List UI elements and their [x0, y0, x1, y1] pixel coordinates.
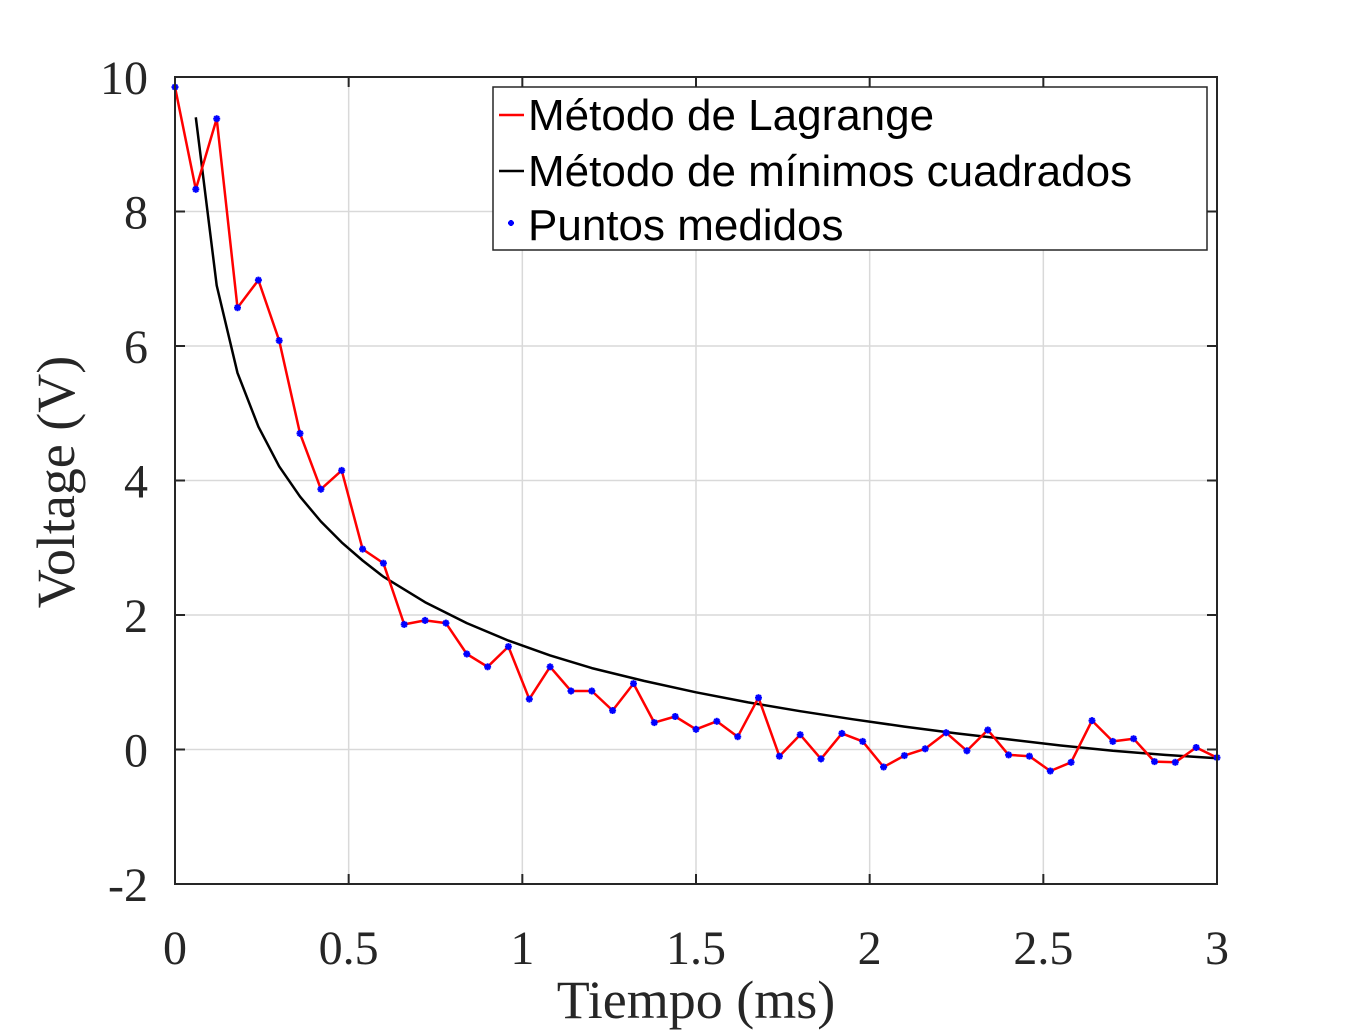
legend-swatch-points	[508, 220, 514, 226]
measured-point	[192, 185, 200, 193]
measured-point	[1046, 767, 1054, 775]
ticks	[174, 76, 1218, 885]
legend: Método de Lagrange Método de mínimos cua…	[492, 86, 1208, 251]
measured-point	[254, 276, 262, 284]
measured-point	[1067, 758, 1075, 766]
measured-point	[525, 695, 533, 703]
legend-label-lagrange: Método de Lagrange	[528, 91, 934, 140]
measured-point	[484, 663, 492, 671]
measured-point	[1192, 744, 1200, 751]
measured-point	[379, 559, 387, 567]
measured-point	[400, 620, 408, 628]
measured-point	[1025, 752, 1033, 760]
y-tick-label: 2	[124, 590, 148, 643]
measured-point	[234, 304, 241, 312]
measured-point	[296, 429, 304, 437]
measured-point	[796, 731, 804, 739]
y-axis-label: Voltage (V)	[26, 356, 86, 608]
legend-label-least-squares: Método de mínimos cuadrados	[528, 147, 1132, 196]
measured-point	[317, 485, 325, 493]
series-layer	[171, 83, 1221, 775]
measured-point	[213, 115, 221, 123]
y-tick-label: 6	[124, 321, 148, 374]
measured-point	[1151, 758, 1158, 766]
x-tick-label: 0	[163, 922, 187, 975]
measured-point	[359, 545, 367, 553]
measured-point	[630, 680, 637, 688]
measured-point	[713, 717, 721, 725]
measured-point	[755, 694, 762, 702]
measured-point	[338, 466, 346, 474]
measured-point	[504, 643, 512, 651]
measured-point	[859, 737, 867, 745]
measured-point	[734, 733, 742, 741]
measured-point	[880, 763, 888, 771]
x-tick-label: 0.5	[319, 922, 379, 975]
x-tick-label: 3	[1205, 922, 1229, 975]
legend-label-points: Puntos medidos	[528, 201, 844, 250]
measured-point	[1171, 758, 1179, 766]
measured-point	[463, 650, 471, 658]
measured-point	[900, 752, 908, 760]
y-tick-label: 0	[124, 725, 148, 778]
measured-point	[942, 729, 950, 737]
measured-point	[921, 745, 929, 753]
measured-point	[567, 687, 575, 695]
measured-point	[817, 755, 825, 763]
measured-point	[671, 713, 679, 720]
x-tick-label: 2	[858, 922, 882, 975]
measured-point	[650, 719, 658, 727]
x-tick-label: 1.5	[666, 922, 726, 975]
measured-point	[984, 726, 992, 734]
measured-point	[275, 337, 283, 345]
x-tick-label: 1	[510, 922, 534, 975]
y-tick-label: 10	[100, 52, 148, 105]
measured-point	[1005, 751, 1013, 759]
least-squares-line	[194, 117, 1218, 760]
measured-point	[963, 747, 971, 755]
measured-point	[609, 707, 617, 714]
measured-point	[838, 729, 846, 737]
tick-labels: 0 0.5 1 1.5 2 2.5 3 -2 0 2 4 6 8 10	[100, 52, 1229, 975]
x-tick-label: 2.5	[1013, 922, 1073, 975]
y-tick-label: 8	[124, 187, 148, 240]
measured-point	[588, 687, 596, 695]
measured-point	[1088, 717, 1096, 725]
measured-point	[1109, 737, 1117, 745]
x-axis-label: Tiempo (ms)	[557, 970, 836, 1030]
measured-point	[442, 619, 450, 627]
measured-point	[775, 752, 783, 760]
measured-point	[546, 663, 554, 671]
legend-box	[492, 86, 1208, 251]
measured-point	[421, 616, 429, 624]
y-tick-label: -2	[108, 859, 148, 912]
measured-point	[1130, 735, 1138, 743]
y-tick-label: 4	[124, 456, 148, 509]
measured-point	[692, 725, 700, 733]
